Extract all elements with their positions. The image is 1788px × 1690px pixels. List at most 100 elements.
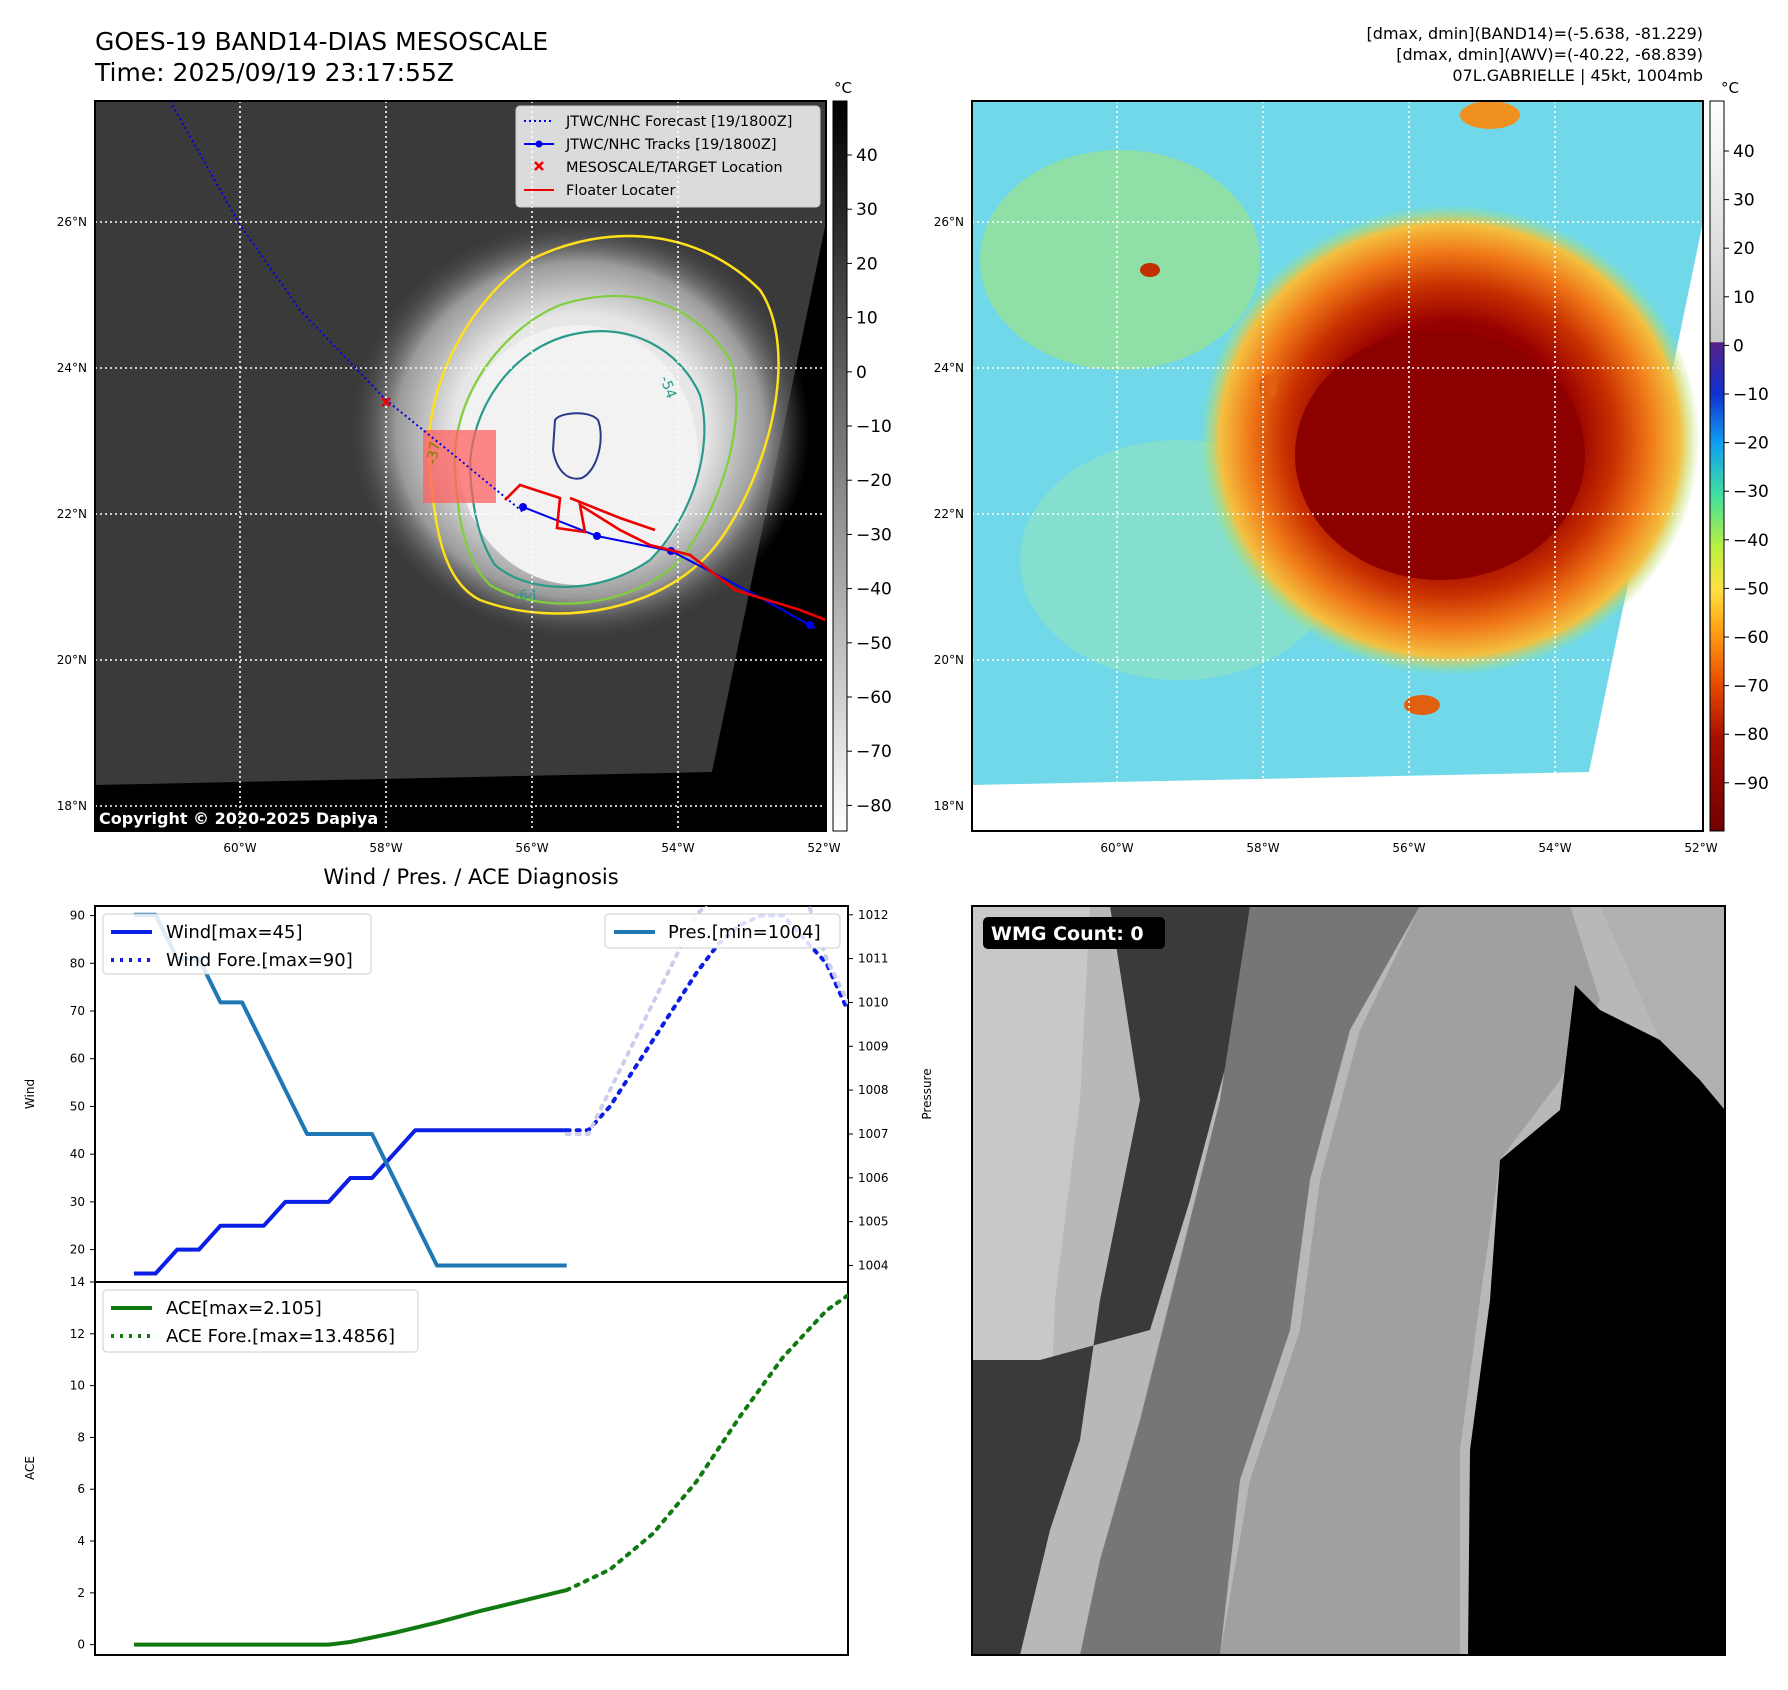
ace-ylabel: ACE [23, 1456, 37, 1480]
ace-ytick-label: 2 [77, 1586, 85, 1600]
ace-ytick-label: 10 [70, 1379, 85, 1393]
ir-nodata-region [95, 101, 826, 831]
ts-ytick-label: 30 [70, 1195, 85, 1209]
ts-y2tick-label: 1007 [858, 1127, 889, 1141]
legend-wind-fore-label: Wind Fore.[max=90] [166, 950, 353, 971]
contour-label-37: -37 [424, 440, 444, 465]
ts-y2tick-label: 1011 [858, 952, 889, 966]
wmg-panel: WMG Count: 0 [971, 905, 1726, 1656]
enh-gridlines [972, 101, 1703, 831]
mesoscale-box [423, 430, 496, 503]
ir-colorbar-tick-label: 40 [856, 146, 878, 166]
ace-series-0 [133, 1588, 568, 1647]
info-awv-range: [dmax, dmin](AWV)=(-40.22, -68.839) [1396, 45, 1703, 64]
figure-title: GOES-19 BAND14-DIAS MESOSCALE [95, 27, 548, 56]
info-band14-range: [dmax, dmin](BAND14)=(-5.638, -81.229) [1367, 24, 1703, 43]
enh-cell [1259, 375, 1277, 399]
ir-colorbar-tick-label: −20 [856, 471, 892, 491]
target-location-marker [381, 397, 391, 407]
figure-time: Time: 2025/09/19 23:17:55Z [94, 58, 454, 87]
ir-colorbar-tick-label: −30 [856, 525, 892, 545]
lon-tick-label: 58°W [369, 841, 402, 855]
legend-tracks-label: JTWC/NHC Tracks [19/1800Z] [565, 137, 777, 153]
legend-wind-label: Wind[max=45] [166, 922, 303, 943]
enh-cell [1404, 695, 1440, 715]
ts-chart-title: Wind / Pres. / ACE Diagnosis [323, 865, 618, 889]
ir-colorbar-tick-label: −50 [856, 634, 892, 654]
legend-ace-fore-label: ACE Fore.[max=13.4856] [166, 1326, 395, 1347]
lat-tick-label: 18°N [57, 799, 87, 813]
ts-series-3 [564, 906, 848, 1136]
ts-ytick-label: 60 [70, 1052, 85, 1066]
ir-colorbar-tick-label: 10 [856, 309, 878, 329]
wmg-gray-region [1220, 906, 1600, 1655]
contour-label-64: -64 [514, 588, 537, 604]
legend-target-label: MESOSCALE/TARGET Location [566, 160, 783, 176]
legend-pres-label: Pres.[min=1004] [668, 922, 821, 943]
ace-ytick-label: 0 [77, 1638, 85, 1652]
lon-tick-label: 56°W [515, 841, 548, 855]
ir-colorbar-tick-label: 20 [856, 254, 878, 274]
enh-cell [1140, 263, 1160, 277]
ir-contour-yellow [427, 234, 780, 615]
lon-tick-label: 52°W [1684, 841, 1717, 855]
legend-floater-label: Floater Locater [566, 183, 675, 199]
enh-colorbar-tick-label: −50 [1733, 579, 1769, 599]
ir-satellite-panel: -37 -54 -64 Copyright © 2020-2025 Dapiya… [94, 79, 892, 832]
enh-colorbar-ticks: 40 30 20 10 0 −10 −20 −30 −40 −50 −60 −70 −80 −90 [1724, 142, 1769, 794]
enh-colorbar-tick-label: 40 [1733, 142, 1755, 162]
floater-locator [504, 483, 826, 622]
ir-frame [94, 100, 827, 832]
wmg-frame [971, 905, 1726, 1656]
enh-colorbar-tick-label: −40 [1733, 531, 1769, 551]
wind-pressure-chart: Wind / Pres. / ACE Diagnosis 20 30 40 50 60 7… [23, 865, 934, 1284]
ts-ytick-label: 20 [70, 1243, 85, 1257]
floater-locator-segment [569, 496, 656, 532]
lat-tick-label: 20°N [934, 653, 964, 667]
ace-ytick-label: 8 [77, 1430, 85, 1444]
legend-forecast-label: JTWC/NHC Forecast [19/1800Z] [565, 114, 792, 130]
lat-tick-label: 18°N [934, 799, 964, 813]
enh-colorbar-tick-label: −70 [1733, 677, 1769, 697]
ir-colorbar-tick-label: 30 [856, 200, 878, 220]
enh-colorbar-tick-label: 30 [1733, 191, 1755, 211]
ts-ytick-label: 90 [70, 909, 85, 923]
enh-frame [971, 100, 1704, 832]
ir-colorbar-tick-label: 0 [856, 363, 867, 383]
legend-tracks-point [535, 140, 543, 148]
ace-series-1 [564, 1293, 848, 1593]
legend-ace-label: ACE[max=2.105] [166, 1298, 322, 1319]
ts-y2tick-label: 1009 [858, 1039, 889, 1053]
wmg-black-region [1468, 985, 1725, 1655]
enh-colorbar-unit: °C [1721, 79, 1739, 97]
ts-legend-right: Pres.[min=1004] [604, 913, 841, 949]
ace-axes: 0 2 4 6 8 10 12 14 [70, 1275, 95, 1652]
ir-colorbar-tick-label: −10 [856, 417, 892, 437]
ir-colorbar-tick-label: −60 [856, 688, 892, 708]
ts-y2tick-label: 1008 [858, 1083, 889, 1097]
ir-gridlines [95, 101, 826, 831]
ace-legend: ACE[max=2.105] ACE Fore.[max=13.4856] [102, 1289, 419, 1353]
lat-tick-label: 22°N [934, 507, 964, 521]
wmg-upper-right-region [1600, 906, 1725, 1110]
enh-colorbar-tick-label: −10 [1733, 385, 1769, 405]
ts-y2label: Pressure [920, 1068, 934, 1119]
ts-ylabel: Wind [23, 1079, 37, 1109]
enh-colorbar-tick-label: −90 [1733, 774, 1769, 794]
ace-ytick-label: 12 [70, 1327, 85, 1341]
copyright-text: Copyright © 2020-2025 Dapiya [99, 809, 378, 828]
lon-tick-label: 56°W [1392, 841, 1425, 855]
enhanced-satellite-panel: °C 40 30 20 10 0 −10 −20 −30 −40 −50 −60 −70 −80 −90 [971, 79, 1769, 832]
ts-y2tick-label: 1012 [858, 908, 889, 922]
ir-contour-green [453, 294, 738, 605]
ace-chart: 0 2 4 6 8 10 12 14 ACE ACE[max=2.105] ACE Fore.… [23, 1275, 849, 1656]
lon-tick-label: 54°W [661, 841, 694, 855]
lon-tick-label: 60°W [223, 841, 256, 855]
wmg-count-label: WMG Count: 0 [991, 923, 1144, 945]
track-point [593, 532, 601, 540]
lon-tick-label: 58°W [1246, 841, 1279, 855]
enh-cold-core [1295, 330, 1585, 580]
enh-colorbar-tick-label: −60 [1733, 628, 1769, 648]
ts-ytick-label: 40 [70, 1147, 85, 1161]
legend-target-swatch [534, 161, 544, 171]
